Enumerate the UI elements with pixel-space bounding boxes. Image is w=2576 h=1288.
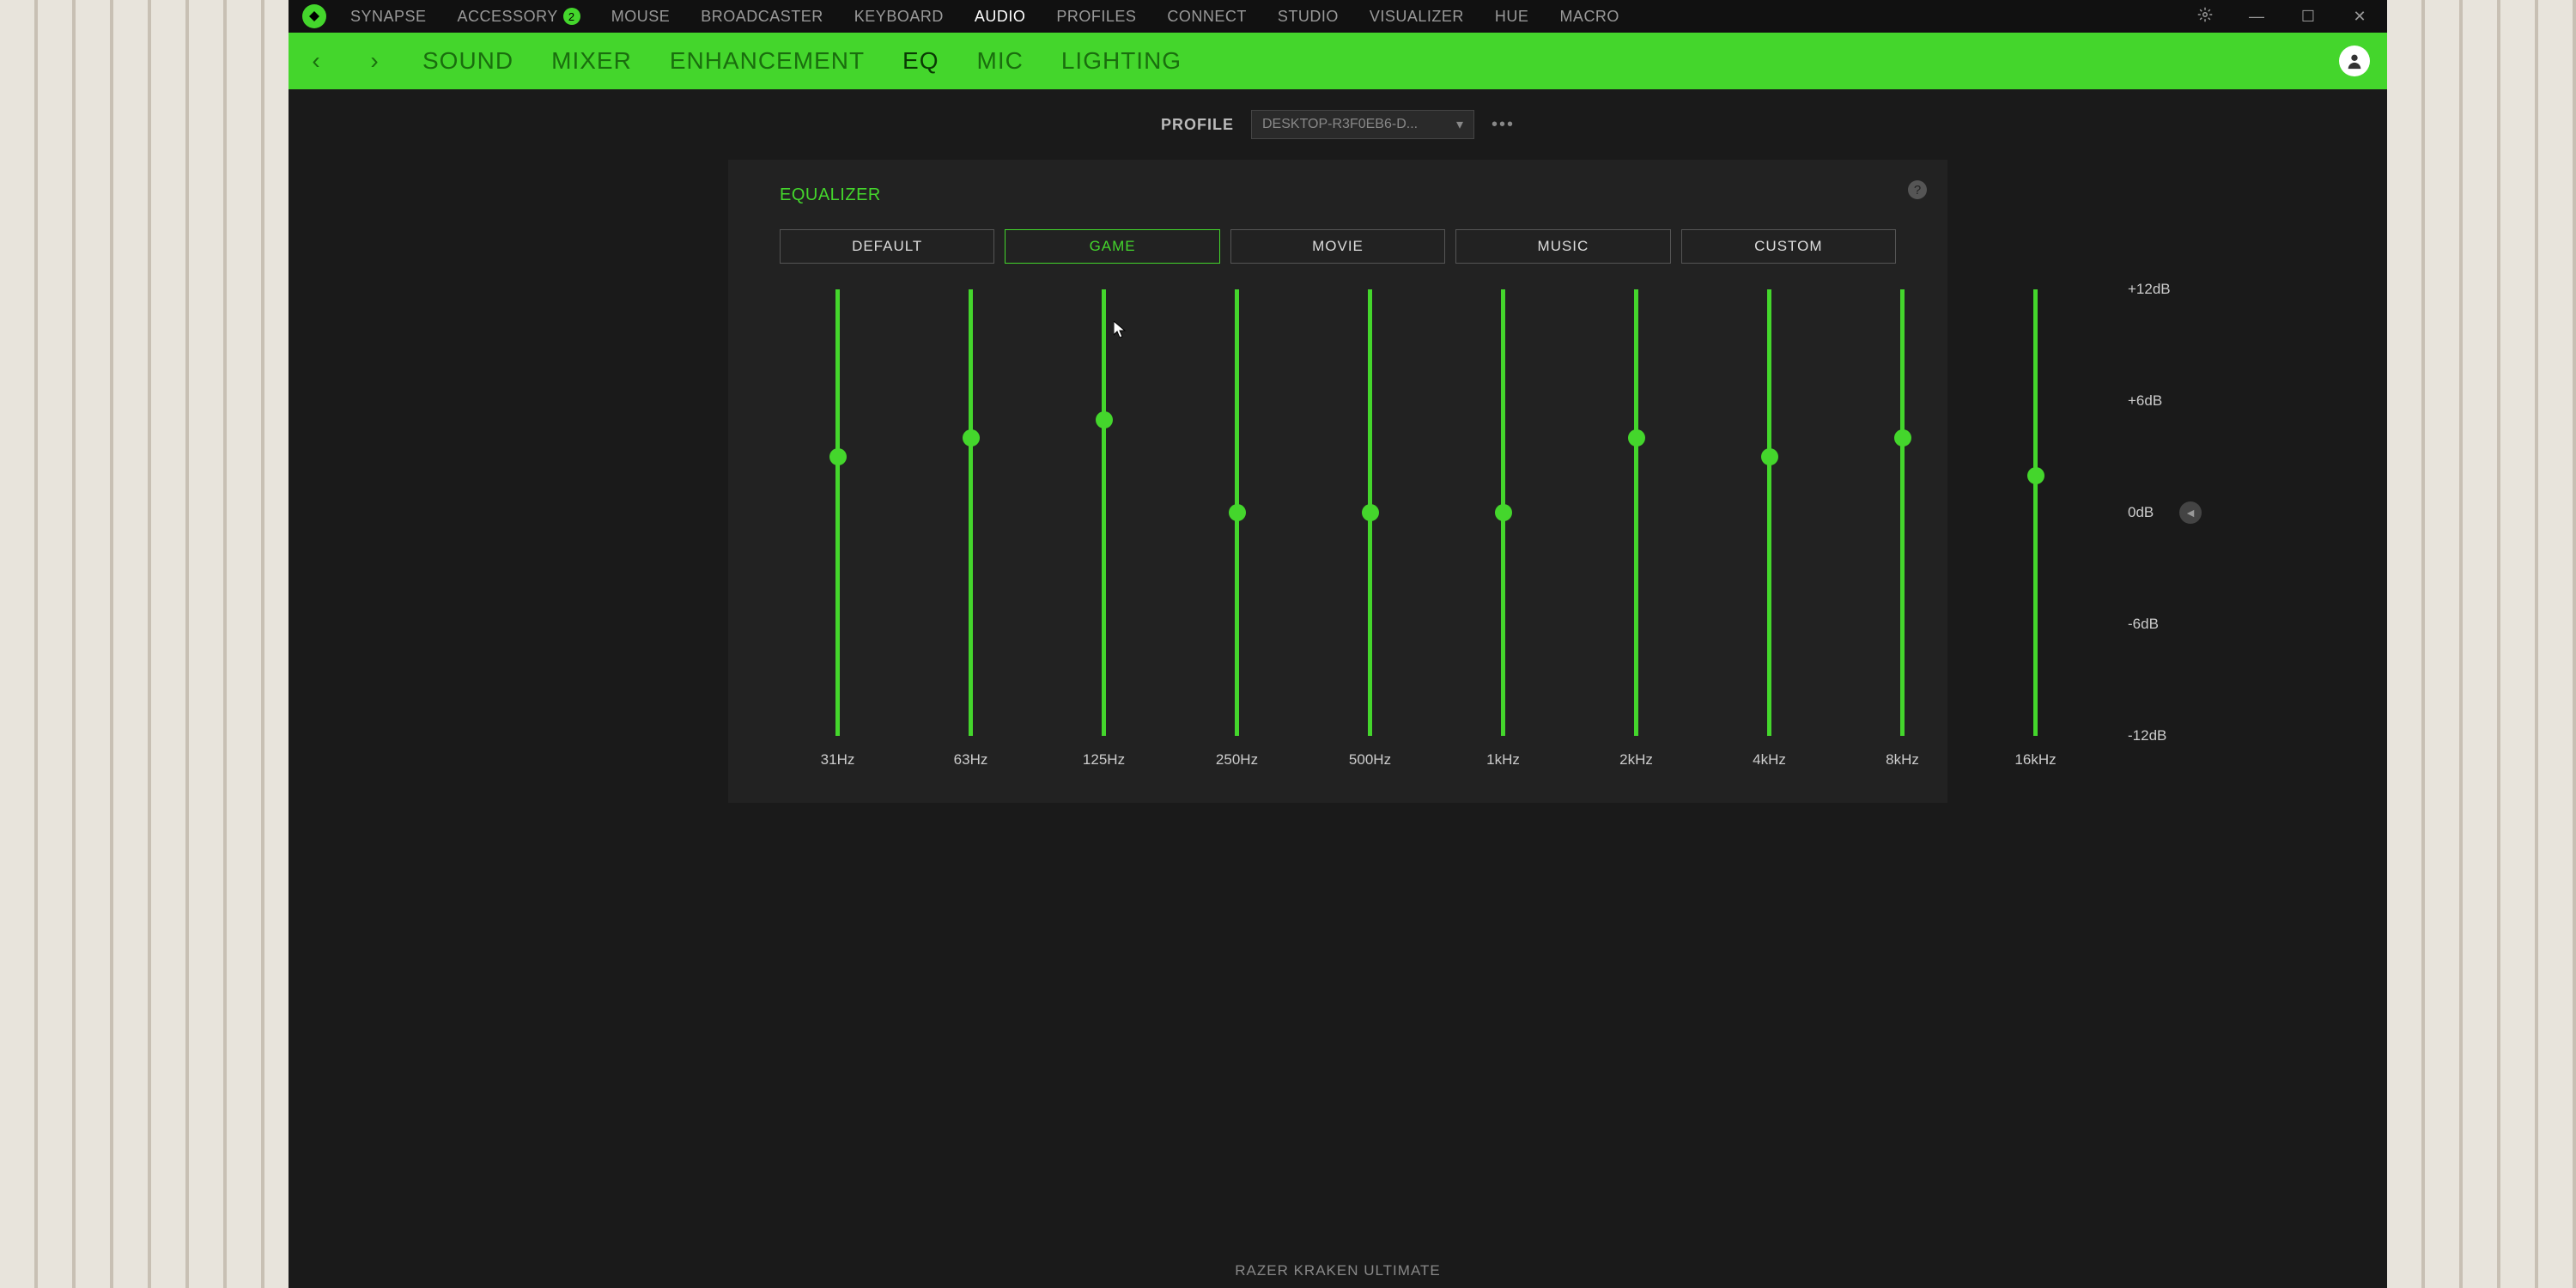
slider-thumb[interactable] (1495, 504, 1512, 521)
sliders-group: 31Hz 63Hz 125Hz 250Hz 500Hz 1kHz 2kHz 4kHz 8kHz 1… (780, 289, 2085, 769)
band-freq-label: 1kHz (1486, 751, 1520, 769)
slider-thumb[interactable] (829, 448, 847, 465)
band-freq-label: 125Hz (1083, 751, 1125, 769)
sub-nav-bar: ‹ › SOUND MIXER ENHANCEMENT EQ MIC LIGHTING (289, 33, 2387, 89)
title-bar: SYNAPSE ACCESSORY2 MOUSE BROADCASTER KEYBOAR… (289, 0, 2387, 33)
top-nav-connect[interactable]: CONNECT (1167, 8, 1247, 26)
slider-thumb[interactable] (1362, 504, 1379, 521)
top-nav-visualizer[interactable]: VISUALIZER (1370, 8, 1464, 26)
sub-nav-enhancement[interactable]: ENHANCEMENT (670, 47, 865, 75)
slider-thumb[interactable] (2027, 467, 2044, 484)
eq-reset-button[interactable]: ◄ (2179, 501, 2202, 524)
preset-row: DEFAULT GAME MOVIE MUSIC CUSTOM (780, 229, 1896, 264)
top-nav-audio[interactable]: AUDIO (975, 8, 1026, 26)
sub-nav-sound[interactable]: SOUND (422, 47, 513, 75)
profile-dropdown[interactable]: DESKTOP-R3F0EB6-D... ▾ (1251, 110, 1474, 139)
top-nav-synapse[interactable]: SYNAPSE (350, 8, 427, 26)
equalizer-title: EQUALIZER (780, 185, 1896, 205)
slider-track[interactable] (835, 289, 840, 736)
nav-forward-icon[interactable]: › (364, 47, 385, 75)
preset-game[interactable]: GAME (1005, 229, 1219, 264)
profile-label: PROFILE (1161, 116, 1234, 134)
sub-nav-mic[interactable]: MIC (977, 47, 1024, 75)
band-freq-label: 31Hz (821, 751, 855, 769)
top-nav-profiles[interactable]: PROFILES (1056, 8, 1136, 26)
preset-default[interactable]: DEFAULT (780, 229, 994, 264)
eq-band-31Hz: 31Hz (788, 289, 887, 769)
close-button[interactable]: ✕ (2346, 8, 2373, 26)
band-freq-label: 63Hz (954, 751, 988, 769)
top-nav-macro[interactable]: MACRO (1559, 8, 1619, 26)
sub-nav-mixer[interactable]: MIXER (551, 47, 632, 75)
sub-nav-lighting[interactable]: LIGHTING (1061, 47, 1182, 75)
slider-thumb[interactable] (963, 429, 980, 447)
profile-selected-text: DESKTOP-R3F0EB6-D... (1262, 117, 1418, 132)
scale-label: -6dB (2128, 616, 2159, 633)
slider-track[interactable] (1767, 289, 1771, 736)
eq-band-2kHz: 2kHz (1587, 289, 1686, 769)
app-logo-icon[interactable] (302, 4, 326, 28)
top-nav-mouse[interactable]: MOUSE (611, 8, 671, 26)
eq-band-16kHz: 16kHz (1986, 289, 2085, 769)
slider-thumb[interactable] (1628, 429, 1645, 447)
equalizer-panel: ? EQUALIZER DEFAULTGAMEMOVIEMUSICCUSTOM … (728, 160, 1947, 803)
equalizer-area: 31Hz63Hz125Hz250Hz500Hz1kHz2kHz4kHz8kHz1… (780, 289, 1896, 769)
preset-music[interactable]: MUSIC (1455, 229, 1670, 264)
slider-track[interactable] (1900, 289, 1905, 736)
band-freq-label: 8kHz (1886, 751, 1919, 769)
profile-row: PROFILE DESKTOP-R3F0EB6-D... ▾ ••• (289, 89, 2387, 160)
top-nav-hue[interactable]: HUE (1495, 8, 1529, 26)
slider-track[interactable] (1368, 289, 1372, 736)
preset-movie[interactable]: MOVIE (1230, 229, 1445, 264)
slider-thumb[interactable] (1096, 411, 1113, 428)
user-avatar-icon[interactable] (2339, 46, 2370, 76)
help-icon[interactable]: ? (1908, 180, 1927, 199)
sub-nav-eq[interactable]: EQ (902, 47, 939, 75)
top-nav-keyboard[interactable]: KEYBOARD (854, 8, 944, 26)
eq-band-500Hz: 500Hz (1321, 289, 1419, 769)
preset-custom[interactable]: CUSTOM (1681, 229, 1896, 264)
band-freq-label: 250Hz (1216, 751, 1258, 769)
eq-band-1kHz: 1kHz (1454, 289, 1552, 769)
band-freq-label: 2kHz (1619, 751, 1653, 769)
maximize-button[interactable]: ☐ (2294, 8, 2322, 26)
eq-band-63Hz: 63Hz (921, 289, 1020, 769)
settings-icon[interactable] (2191, 7, 2219, 27)
app-window: SYNAPSE ACCESSORY2 MOUSE BROADCASTER KEYBOAR… (289, 0, 2387, 1288)
eq-band-250Hz: 250Hz (1188, 289, 1286, 769)
minimize-button[interactable]: — (2243, 8, 2270, 26)
scale-label: 0dB (2128, 504, 2154, 521)
slider-thumb[interactable] (1229, 504, 1246, 521)
eq-band-8kHz: 8kHz (1853, 289, 1952, 769)
top-nav-broadcaster[interactable]: BROADCASTER (701, 8, 823, 26)
top-nav-accessory[interactable]: ACCESSORY2 (458, 8, 580, 26)
eq-band-4kHz: 4kHz (1720, 289, 1819, 769)
slider-track[interactable] (1235, 289, 1239, 736)
profile-more-button[interactable]: ••• (1492, 115, 1515, 135)
band-freq-label: 500Hz (1349, 751, 1391, 769)
top-nav-studio[interactable]: STUDIO (1278, 8, 1339, 26)
slider-thumb[interactable] (1894, 429, 1911, 447)
scale-label: +6dB (2128, 392, 2162, 410)
scale-label: -12dB (2128, 727, 2166, 744)
slider-track[interactable] (1102, 289, 1106, 736)
slider-track[interactable] (1634, 289, 1638, 736)
eq-band-125Hz: 125Hz (1054, 289, 1153, 769)
band-freq-label: 4kHz (1753, 751, 1786, 769)
band-freq-label: 16kHz (2014, 751, 2056, 769)
slider-track[interactable] (969, 289, 973, 736)
slider-thumb[interactable] (1761, 448, 1778, 465)
chevron-down-icon: ▾ (1456, 116, 1463, 133)
footer-device-name: RAZER KRAKEN ULTIMATE (289, 1254, 2387, 1288)
slider-track[interactable] (2033, 289, 2038, 736)
nav-back-icon[interactable]: ‹ (306, 47, 326, 75)
slider-track[interactable] (1501, 289, 1505, 736)
nav-badge: 2 (563, 8, 580, 25)
scale-label: +12dB (2128, 281, 2171, 298)
